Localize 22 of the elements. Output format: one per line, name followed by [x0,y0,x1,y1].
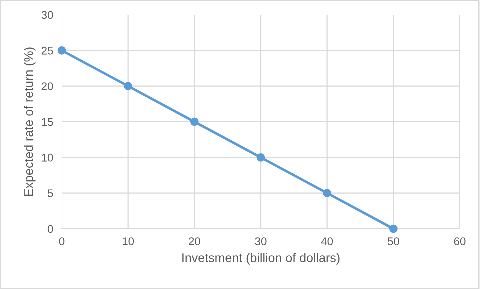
y-tick-label: 10 [42,154,54,162]
y-tick-label: 25 [42,46,54,55]
x-tick-label: 50 [388,238,400,246]
y-tick-label: 5 [48,190,54,198]
point [190,118,199,126]
x-tick-label: 20 [189,238,200,246]
point [124,82,132,90]
x-tick-label: 30 [255,238,267,246]
point [390,224,398,234]
x-tick-label: 10 [123,238,134,246]
point [323,189,332,198]
x-tick-label: 0 [59,238,65,246]
y-tick-label: 30 [42,11,54,20]
y-axis-title: Expected rate of return (%) [24,48,36,196]
x-tick-label: 40 [321,238,334,246]
point [58,46,66,55]
x-axis-title: Invetsment (billion of dollars) [182,253,340,265]
point [256,154,266,162]
y-tick-label: 0 [48,225,54,234]
y-tick-label: 20 [42,82,54,90]
y-tick-label: 15 [42,118,54,126]
x-tick-label: 60 [454,238,466,246]
